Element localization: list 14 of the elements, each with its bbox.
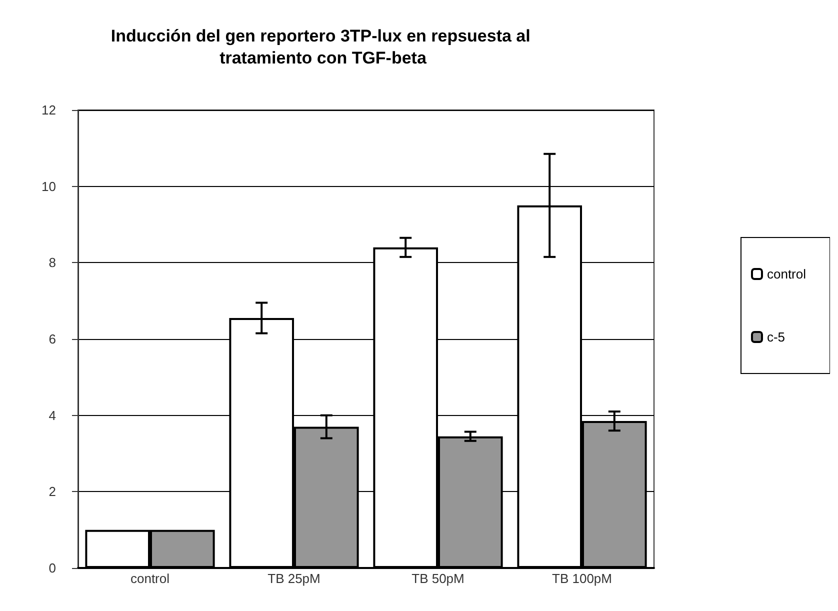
y-tick-label: 6 bbox=[48, 332, 56, 346]
x-tick-label: TB 25pM bbox=[268, 571, 320, 586]
y-tick-label: 10 bbox=[42, 178, 56, 194]
x-tick-label: TB 50pM bbox=[412, 571, 464, 586]
x-tick-label: control bbox=[130, 571, 170, 586]
y-tick-label: 2 bbox=[48, 484, 56, 500]
y-tick-label: 4 bbox=[48, 408, 56, 423]
x-tick-label: TB 100pM bbox=[552, 571, 612, 586]
legend-label: control bbox=[766, 266, 806, 282]
y-tick-label: 12 bbox=[42, 102, 56, 118]
y-tick-label: 8 bbox=[48, 255, 56, 270]
legend-label: c-5 bbox=[766, 330, 786, 344]
chart-title: Inducción del gen reportero 3TP-lux en repsuesta al tratamiento con TGF-beta bbox=[110, 26, 536, 68]
y-tick-label: 0 bbox=[48, 560, 56, 576]
